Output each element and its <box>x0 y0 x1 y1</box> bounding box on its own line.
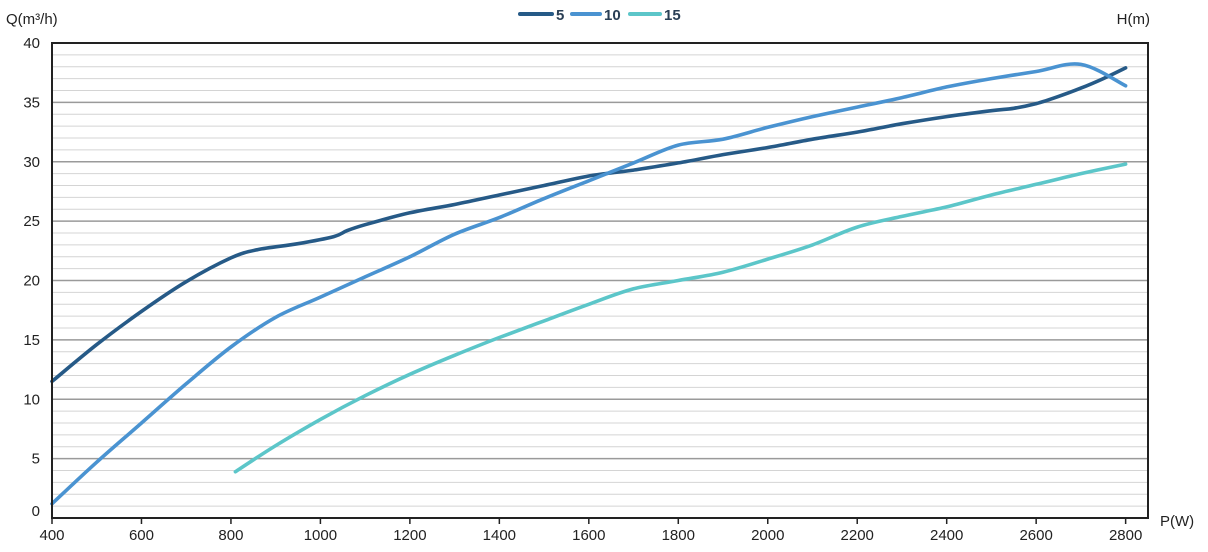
legend-label-5: 5 <box>556 7 564 24</box>
y-tick-label: 20 <box>23 273 40 290</box>
series-line-5 <box>50 66 1128 384</box>
x-tick-label: 1800 <box>662 527 695 544</box>
series-line-10 <box>50 62 1128 506</box>
x-tick-label: 2400 <box>930 527 963 544</box>
y-tick-label: 35 <box>23 94 40 111</box>
legend-label-10: 10 <box>604 7 621 24</box>
grid <box>52 54 1148 507</box>
series-lines <box>50 62 1128 506</box>
x-tick-label: 400 <box>39 527 64 544</box>
y-tick-label: 0 <box>32 503 40 520</box>
legend: 5 10 15 <box>518 7 681 24</box>
y-tick-label: 30 <box>23 154 40 171</box>
y-tick-label: 5 <box>32 451 40 468</box>
plot-frame <box>51 42 1149 519</box>
x-tick-label: 1400 <box>483 527 516 544</box>
x-tick-label: 2600 <box>1019 527 1052 544</box>
x-tick-label: 2000 <box>751 527 784 544</box>
x-tick-label: 1600 <box>572 527 605 544</box>
x-tick-label: 600 <box>129 527 154 544</box>
y-tick-label: 15 <box>23 332 40 349</box>
legend-title: H(m) <box>1117 11 1150 28</box>
axis-ticks <box>51 518 1127 524</box>
y-axis-title: Q(m³/h) <box>6 11 58 28</box>
x-tick-label: 1200 <box>393 527 426 544</box>
axis-labels: Q(m³/h) P(W) H(m) 0 5 10 15 20 25 30 35 40 400 600… <box>6 11 1194 544</box>
y-tick-label: 10 <box>23 391 40 408</box>
x-tick-label: 2800 <box>1109 527 1142 544</box>
x-tick-label: 800 <box>218 527 243 544</box>
legend-label-15: 15 <box>664 7 681 24</box>
x-axis-title: P(W) <box>1160 513 1194 530</box>
x-tick-label: 1000 <box>304 527 337 544</box>
x-tick-label: 2200 <box>841 527 874 544</box>
y-tick-label: 25 <box>23 213 40 230</box>
series-line-15 <box>233 162 1128 474</box>
y-tick-label: 40 <box>23 35 40 52</box>
